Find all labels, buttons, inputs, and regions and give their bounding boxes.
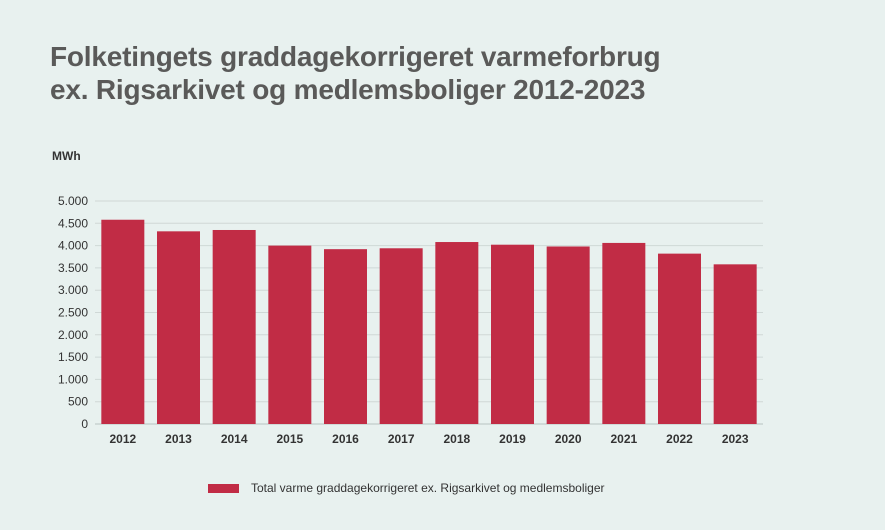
bars: [101, 219, 757, 424]
x-tick-label: 2016: [332, 432, 359, 446]
chart-title-line-1: Folketingets graddagekorrigeret varmefor…: [50, 41, 661, 72]
legend: Total varme graddagekorrigeret ex. Rigsa…: [208, 481, 605, 495]
y-tick-label: 2.000: [58, 328, 88, 342]
y-tick-label: 3.500: [58, 261, 88, 275]
bar-2020: [546, 246, 590, 424]
y-tick-label: 0: [81, 417, 88, 431]
y-tick-label: 1.000: [58, 372, 88, 386]
x-tick-label: 2022: [666, 432, 693, 446]
x-tick-label: 2017: [388, 432, 415, 446]
bar-2019: [491, 244, 534, 424]
bar-2018: [435, 242, 479, 424]
bar-2022: [658, 253, 701, 424]
x-tick-label: 2021: [610, 432, 637, 446]
bar-2014: [212, 229, 256, 424]
y-tick-label: 4.500: [58, 216, 88, 230]
bar-2015: [268, 245, 312, 424]
y-axis-unit-label: MWh: [52, 149, 81, 163]
x-tick-label: 2019: [499, 432, 526, 446]
x-tick-label: 2023: [722, 432, 749, 446]
x-axis-ticks: 2012 2013 2014 2015 2016 2017 2018 2019 2020 2021…: [109, 432, 748, 446]
bar-2021: [602, 242, 646, 424]
y-tick-label: 500: [68, 395, 88, 409]
x-tick-label: 2015: [276, 432, 303, 446]
y-tick-label: 3.000: [58, 283, 88, 297]
x-tick-label: 2014: [221, 432, 248, 446]
bar-2017: [379, 248, 423, 424]
x-tick-label: 2013: [165, 432, 192, 446]
legend-swatch: [208, 483, 239, 493]
bar-2012: [101, 219, 145, 424]
chart-title: Folketingets graddagekorrigeret varmefor…: [50, 40, 850, 106]
chart-title-line-2: ex. Rigsarkivet og medlemsboliger 2012-2…: [50, 74, 646, 105]
y-tick-label: 1.500: [58, 350, 88, 364]
gridlines: [95, 200, 763, 425]
bar-2016: [324, 249, 367, 424]
x-tick-label: 2012: [109, 432, 136, 446]
bar-2023: [713, 264, 757, 424]
y-axis-ticks: 0 500 1.000 1.500 2.000 2.500 3.000 3.500 4.000 4…: [58, 194, 88, 431]
y-tick-label: 2.500: [58, 306, 88, 320]
bar-2013: [157, 231, 200, 424]
legend-label: Total varme graddagekorrigeret ex. Rigsa…: [251, 481, 605, 495]
y-tick-label: 5.000: [58, 194, 88, 208]
y-tick-label: 4.000: [58, 239, 88, 253]
x-tick-label: 2020: [555, 432, 582, 446]
x-tick-label: 2018: [443, 432, 470, 446]
